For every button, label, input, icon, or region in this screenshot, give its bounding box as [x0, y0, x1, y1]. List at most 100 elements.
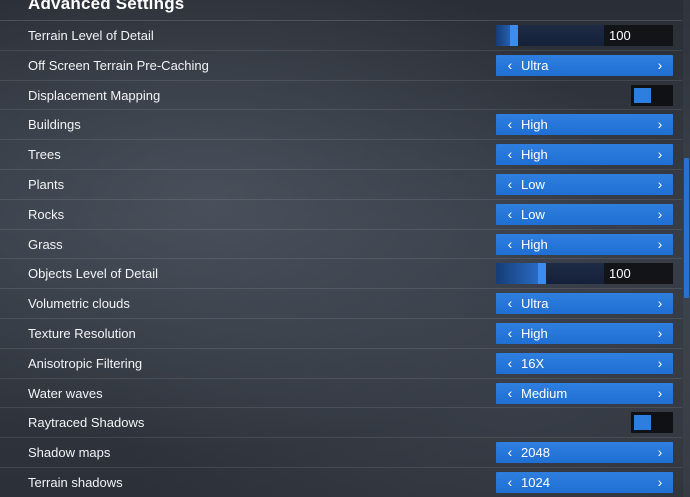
chevron-right-icon[interactable]: ›	[657, 56, 663, 73]
setting-row-grass: Grass ‹ High ›	[0, 228, 682, 259]
setting-label-trees: Trees	[28, 147, 61, 163]
chevron-right-icon[interactable]: ›	[657, 473, 663, 490]
objects-lod-slider-thumb[interactable]	[538, 263, 546, 285]
rocks-value: Low	[521, 206, 545, 222]
setting-row-shadow-maps: Shadow maps ‹ 2048 ›	[0, 437, 682, 467]
displacement-mapping-toggle-knob	[634, 87, 651, 103]
setting-row-displacement-mapping: Displacement Mapping	[0, 79, 682, 110]
setting-row-anisotropic-filtering: Anisotropic Filtering ‹ 16X ›	[0, 347, 682, 378]
terrain-lod-slider-thumb[interactable]	[510, 25, 518, 46]
setting-row-trees: Trees ‹ High ›	[0, 139, 682, 169]
plants-selector[interactable]: ‹ Low ›	[496, 173, 673, 195]
volumetric-clouds-selector[interactable]: ‹ Ultra ›	[496, 293, 673, 315]
chevron-left-icon[interactable]: ‹	[507, 175, 513, 192]
chevron-left-icon[interactable]: ‹	[507, 324, 513, 341]
terrain-shadows-selector[interactable]: ‹ 1024 ›	[496, 471, 673, 493]
setting-row-volumetric-clouds: Volumetric clouds ‹ Ultra ›	[0, 288, 682, 318]
off-screen-terrain-selector[interactable]: ‹ Ultra ›	[496, 54, 673, 76]
chevron-left-icon[interactable]: ‹	[507, 116, 513, 133]
chevron-left-icon[interactable]: ‹	[507, 235, 513, 252]
chevron-right-icon[interactable]: ›	[657, 354, 663, 371]
setting-row-terrain-shadows: Terrain shadows ‹ 1024 ›	[0, 466, 682, 497]
shadow-maps-selector[interactable]: ‹ 2048 ›	[496, 442, 673, 464]
setting-row-objects-lod: Objects Level of Detail 100	[0, 258, 682, 288]
chevron-left-icon[interactable]: ‹	[507, 295, 513, 312]
chevron-right-icon[interactable]: ›	[657, 324, 663, 341]
buildings-value: High	[521, 117, 548, 133]
chevron-right-icon[interactable]: ›	[657, 116, 663, 133]
texture-resolution-value: High	[521, 325, 548, 341]
setting-row-buildings: Buildings ‹ High ›	[0, 109, 682, 139]
chevron-left-icon[interactable]: ‹	[507, 354, 513, 371]
grass-value: High	[521, 236, 548, 252]
scrollbar[interactable]	[683, 0, 690, 497]
plants-value: Low	[521, 176, 545, 192]
objects-lod-slider-track[interactable]	[496, 263, 604, 285]
chevron-right-icon[interactable]: ›	[657, 235, 663, 252]
setting-label-raytraced-shadows: Raytraced Shadows	[28, 415, 145, 431]
objects-lod-slider[interactable]: 100	[496, 263, 673, 285]
trees-selector[interactable]: ‹ High ›	[496, 144, 673, 166]
setting-row-texture-resolution: Texture Resolution ‹ High ›	[0, 317, 682, 348]
setting-label-volumetric-clouds: Volumetric clouds	[28, 296, 130, 312]
buildings-selector[interactable]: ‹ High ›	[496, 114, 673, 136]
anisotropic-filtering-value: 16X	[521, 355, 545, 371]
terrain-lod-slider[interactable]: 100	[496, 25, 673, 46]
off-screen-terrain-value: Ultra	[521, 57, 549, 73]
setting-row-rocks: Rocks ‹ Low ›	[0, 198, 682, 229]
setting-label-water-waves: Water waves	[28, 385, 103, 401]
volumetric-clouds-value: Ultra	[521, 296, 549, 312]
setting-label-anisotropic-filtering: Anisotropic Filtering	[28, 355, 143, 371]
setting-row-water-waves: Water waves ‹ Medium ›	[0, 377, 682, 408]
chevron-left-icon[interactable]: ‹	[507, 146, 513, 163]
raytraced-shadows-toggle-knob	[634, 415, 651, 431]
chevron-left-icon[interactable]: ‹	[507, 205, 513, 222]
trees-value: High	[521, 147, 548, 163]
setting-label-rocks: Rocks	[28, 206, 65, 222]
chevron-right-icon[interactable]: ›	[657, 444, 663, 461]
chevron-right-icon[interactable]: ›	[657, 384, 663, 401]
chevron-right-icon[interactable]: ›	[657, 146, 663, 163]
setting-label-objects-lod: Objects Level of Detail	[28, 266, 159, 282]
displacement-mapping-toggle[interactable]	[631, 84, 673, 106]
setting-label-displacement-mapping: Displacement Mapping	[28, 87, 161, 103]
terrain-lod-value-field[interactable]: 100	[604, 25, 673, 46]
setting-label-buildings: Buildings	[28, 117, 81, 133]
chevron-right-icon[interactable]: ›	[657, 205, 663, 222]
chevron-right-icon[interactable]: ›	[657, 175, 663, 192]
objects-lod-value: 100	[609, 266, 631, 282]
chevron-left-icon[interactable]: ‹	[507, 473, 513, 490]
chevron-left-icon[interactable]: ‹	[507, 444, 513, 461]
objects-lod-value-field[interactable]: 100	[604, 263, 673, 285]
chevron-right-icon[interactable]: ›	[657, 295, 663, 312]
setting-label-plants: Plants	[28, 176, 65, 192]
chevron-left-icon[interactable]: ‹	[507, 384, 513, 401]
setting-row-off-screen-terrain: Off Screen Terrain Pre-Caching ‹ Ultra ›	[0, 49, 682, 80]
texture-resolution-selector[interactable]: ‹ High ›	[496, 322, 673, 344]
terrain-shadows-value: 1024	[521, 474, 550, 490]
water-waves-selector[interactable]: ‹ Medium ›	[496, 382, 673, 404]
setting-label-terrain-shadows: Terrain shadows	[28, 474, 123, 490]
setting-row-raytraced-shadows: Raytraced Shadows	[0, 407, 682, 437]
terrain-lod-value: 100	[609, 28, 631, 43]
water-waves-value: Medium	[521, 385, 568, 401]
scrollbar-thumb[interactable]	[684, 158, 689, 298]
section-title: Advanced Settings	[28, 0, 185, 13]
chevron-left-icon[interactable]: ‹	[507, 56, 513, 73]
objects-lod-slider-fill	[496, 263, 546, 285]
setting-label-off-screen-terrain: Off Screen Terrain Pre-Caching	[28, 57, 209, 73]
settings-list: Terrain Level of Detail 100 Off Screen Ter…	[0, 20, 682, 497]
setting-label-texture-resolution: Texture Resolution	[28, 325, 136, 341]
setting-row-terrain-lod: Terrain Level of Detail 100	[0, 20, 682, 50]
anisotropic-filtering-selector[interactable]: ‹ 16X ›	[496, 352, 673, 374]
setting-row-plants: Plants ‹ Low ›	[0, 168, 682, 199]
raytraced-shadows-toggle[interactable]	[631, 412, 673, 434]
setting-label-grass: Grass	[28, 236, 63, 252]
setting-label-shadow-maps: Shadow maps	[28, 445, 111, 461]
setting-label-terrain-lod: Terrain Level of Detail	[28, 28, 154, 43]
grass-selector[interactable]: ‹ High ›	[496, 233, 673, 255]
rocks-selector[interactable]: ‹ Low ›	[496, 203, 673, 225]
terrain-lod-slider-track[interactable]	[496, 25, 604, 46]
shadow-maps-value: 2048	[521, 445, 550, 461]
